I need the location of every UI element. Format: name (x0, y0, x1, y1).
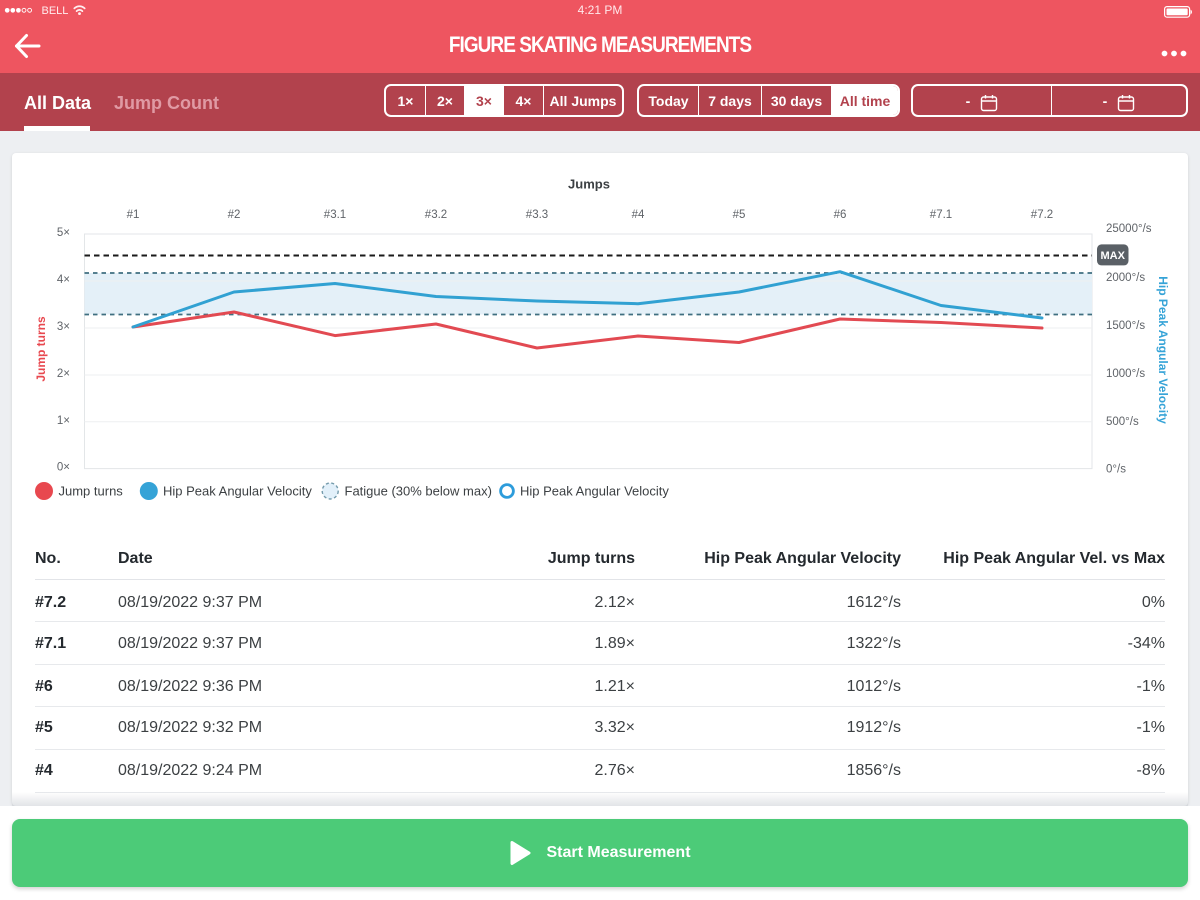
svg-text:25000°/s: 25000°/s (1106, 223, 1152, 235)
svg-text:5×: 5× (57, 227, 70, 239)
svg-text:Jump turns: Jump turns (59, 484, 124, 499)
svg-text:Jumps: Jumps (568, 177, 610, 192)
svg-text:0°/s: 0°/s (1106, 463, 1126, 475)
svg-text:BELL: BELL (42, 5, 69, 17)
svg-text:#3.2: #3.2 (425, 209, 447, 221)
svg-text:#7.2: #7.2 (1031, 209, 1053, 221)
svg-text:#5: #5 (733, 209, 746, 221)
svg-text:#2: #2 (228, 209, 241, 221)
svg-text:1000°/s: 1000°/s (1106, 368, 1145, 380)
svg-text:Hip Peak Angular Velocity: Hip Peak Angular Velocity (520, 484, 669, 499)
svg-text:#3.1: #3.1 (324, 209, 346, 221)
svg-text:Hip Peak Angular Velocity: Hip Peak Angular Velocity (1156, 276, 1170, 424)
svg-text:500°/s: 500°/s (1106, 416, 1139, 428)
svg-text:1×: 1× (57, 415, 70, 427)
svg-text:3×: 3× (57, 321, 70, 333)
svg-text:#1: #1 (127, 209, 140, 221)
svg-text:#3.3: #3.3 (526, 209, 548, 221)
svg-text:#4: #4 (632, 209, 645, 221)
svg-text:Hip Peak Angular Velocity: Hip Peak Angular Velocity (163, 484, 312, 499)
svg-text:4×: 4× (57, 274, 70, 286)
svg-text:#6: #6 (834, 209, 847, 221)
svg-text:0×: 0× (57, 462, 70, 474)
svg-text:MAX: MAX (1100, 250, 1125, 262)
svg-text:Fatigue (30% below max): Fatigue (30% below max) (345, 484, 492, 499)
svg-text:2×: 2× (57, 368, 70, 380)
svg-text:#7.1: #7.1 (930, 209, 952, 221)
svg-text:2000°/s: 2000°/s (1106, 272, 1145, 284)
svg-text:Jump turns: Jump turns (34, 316, 48, 382)
svg-text:1500°/s: 1500°/s (1106, 320, 1145, 332)
